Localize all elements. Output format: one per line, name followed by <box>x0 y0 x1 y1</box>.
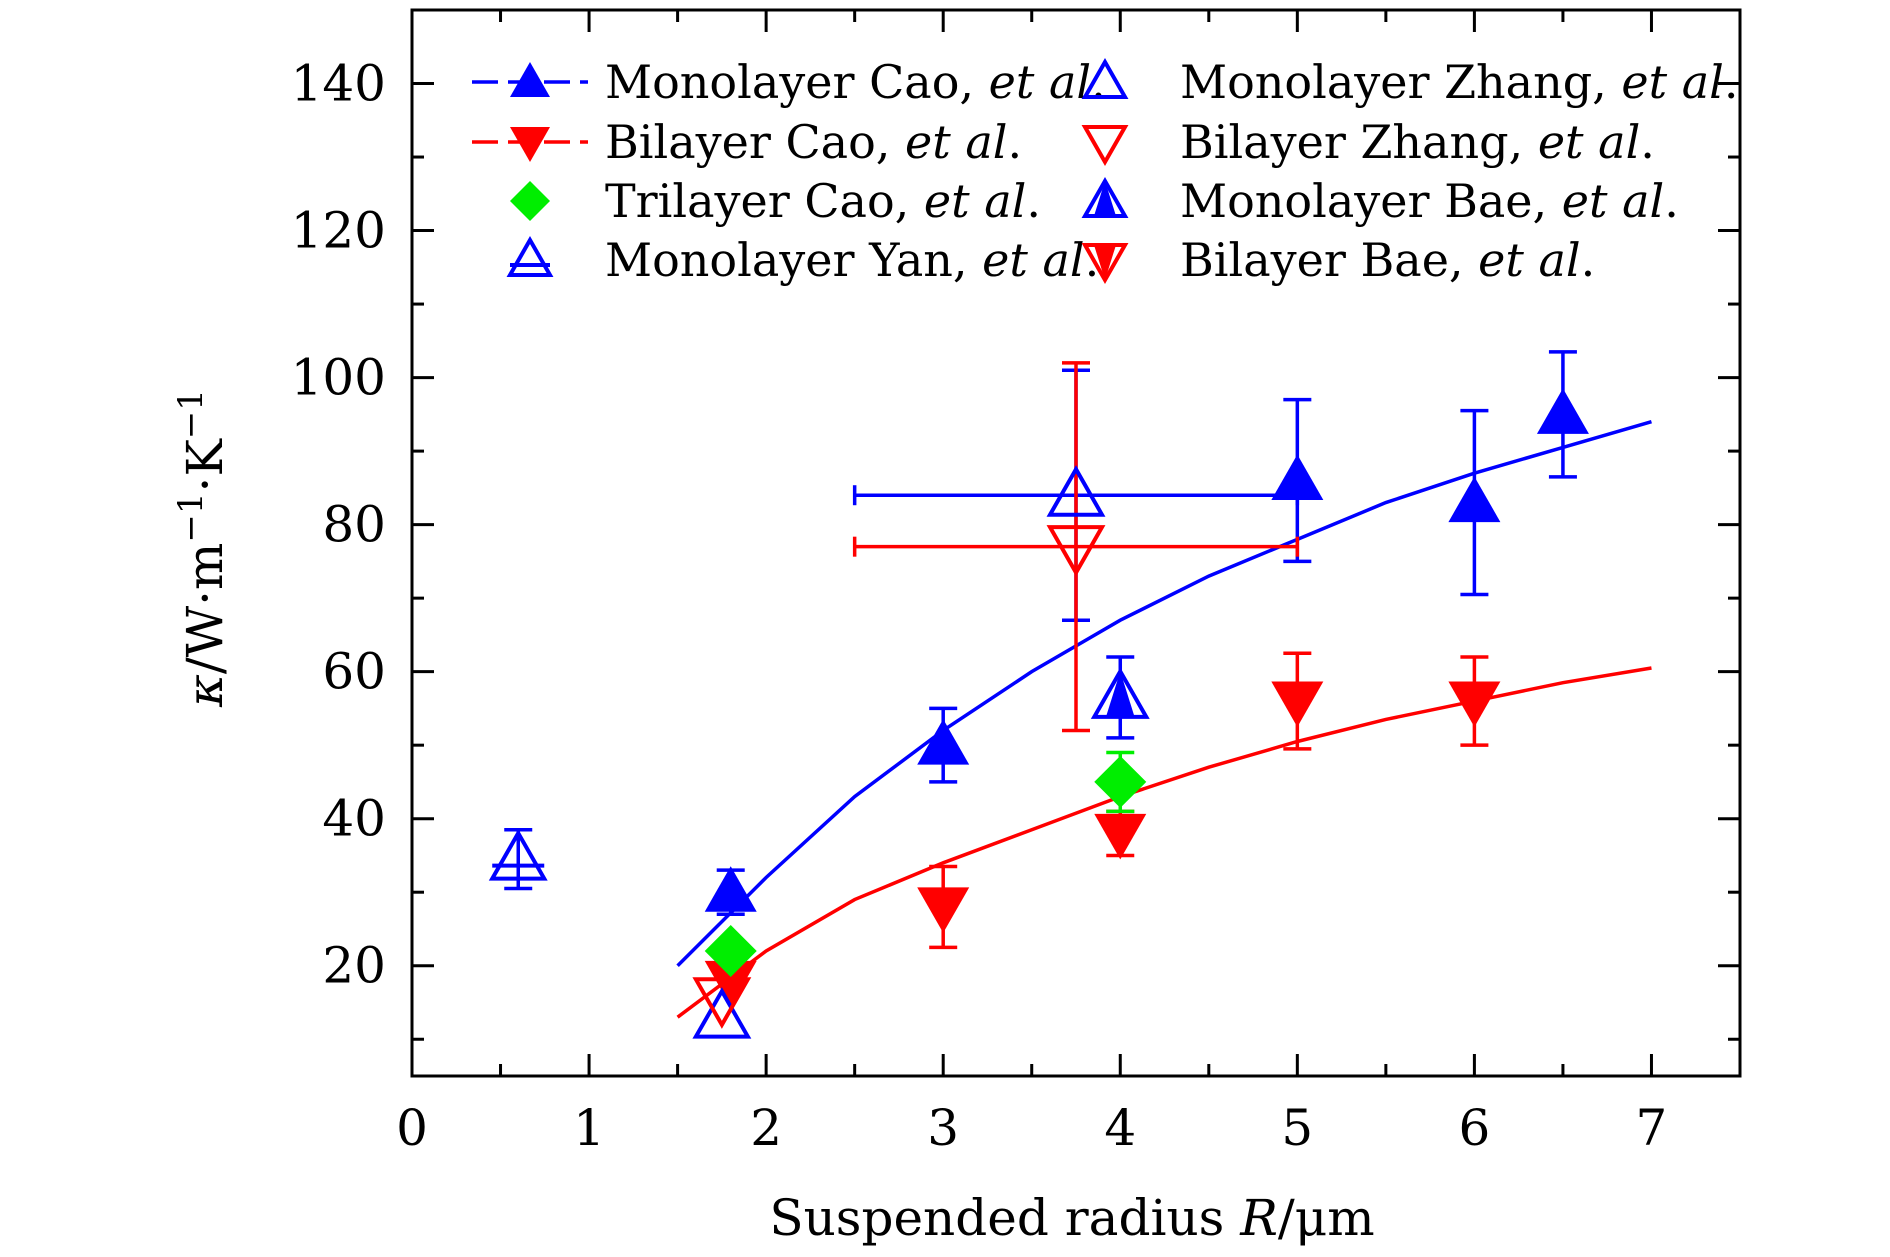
axis-tick-labels: 0 1 2 3 4 5 6 7 20 40 60 80 100 120 140 <box>291 55 1668 1157</box>
data-markers <box>488 388 1589 1039</box>
x-tick-label: 0 <box>396 1099 428 1157</box>
x-tick-label: 3 <box>927 1099 959 1157</box>
legend-label: Bilayer Cao, et al. <box>605 115 1022 169</box>
x-tick-label: 2 <box>750 1099 782 1157</box>
data-point <box>692 987 752 1039</box>
fit-curves <box>676 420 1652 1019</box>
legend-marker <box>510 181 550 221</box>
legend-item: Monolayer Zhang, et al. <box>1081 55 1739 109</box>
legend-marker <box>1081 125 1129 167</box>
legend-marker <box>506 235 554 277</box>
x-tick-label: 6 <box>1458 1099 1490 1157</box>
data-point <box>704 866 757 912</box>
legend-item: Monolayer Bae, et al. <box>1081 174 1679 228</box>
data-point <box>917 719 970 765</box>
legend-item: Monolayer Cao, et al. <box>472 55 1106 109</box>
y-tick-label: 80 <box>322 496 386 554</box>
y-tick-label: 120 <box>291 202 386 260</box>
data-point <box>1090 667 1150 719</box>
legend-marker <box>1081 176 1129 218</box>
data-point <box>704 960 757 1007</box>
y-tick-label: 100 <box>291 349 386 407</box>
data-point <box>692 977 752 1029</box>
data-point <box>1046 525 1106 577</box>
legend-label: Monolayer Bae, et al. <box>1180 174 1679 228</box>
error-bars <box>504 350 1577 950</box>
legend-marker <box>510 127 550 162</box>
axis-ticks <box>410 8 1740 1076</box>
legend-item: Bilayer Zhang, et al. <box>1081 115 1655 169</box>
legend-marker <box>1081 243 1129 285</box>
y-axis-title: κ/W·m−1·K−1 <box>171 389 234 708</box>
data-point <box>1094 755 1147 808</box>
legend-item: Bilayer Cao, et al. <box>472 115 1022 169</box>
legend-label: Bilayer Zhang, et al. <box>1180 115 1655 169</box>
data-point <box>488 829 548 881</box>
data-point <box>1271 681 1324 728</box>
legend-label: Monolayer Yan, et al. <box>605 233 1099 287</box>
legend-item: Monolayer Yan, et al. <box>506 233 1099 287</box>
legend-label: Monolayer Cao, et al. <box>605 55 1106 109</box>
y-tick-label: 20 <box>322 937 386 995</box>
fit-line <box>676 666 1652 1019</box>
x-tick-label: 4 <box>1104 1099 1136 1157</box>
data-point <box>1536 388 1589 434</box>
y-tick-label: 40 <box>322 790 386 848</box>
data-point <box>1448 476 1501 523</box>
y-tick-label: 140 <box>291 55 386 113</box>
x-tick-label: 7 <box>1636 1099 1668 1157</box>
legend-item: Trilayer Cao, et al. <box>510 174 1041 228</box>
legend-label: Bilayer Bae, et al. <box>1180 233 1595 287</box>
legend: Monolayer Cao, et al. Monolayer Zhang, et… <box>472 55 1739 287</box>
data-point <box>1046 465 1106 517</box>
legend-marker <box>1081 57 1129 99</box>
x-axis-title: Suspended radius R/μm <box>769 1189 1374 1247</box>
x-tick-label: 1 <box>573 1099 605 1157</box>
legend-item: Bilayer Bae, et al. <box>1081 233 1595 287</box>
data-point <box>704 925 757 978</box>
data-point <box>917 887 970 933</box>
x-tick-label: 5 <box>1281 1099 1313 1157</box>
legend-label: Monolayer Zhang, et al. <box>1180 55 1739 109</box>
legend-label: Trilayer Cao, et al. <box>605 174 1041 228</box>
data-point <box>1271 454 1324 501</box>
legend-marker <box>510 62 550 97</box>
fit-line <box>676 420 1652 967</box>
data-point <box>1094 813 1147 860</box>
y-tick-label: 60 <box>322 643 386 701</box>
plot-frame <box>410 8 1742 1078</box>
data-point <box>1448 681 1501 728</box>
